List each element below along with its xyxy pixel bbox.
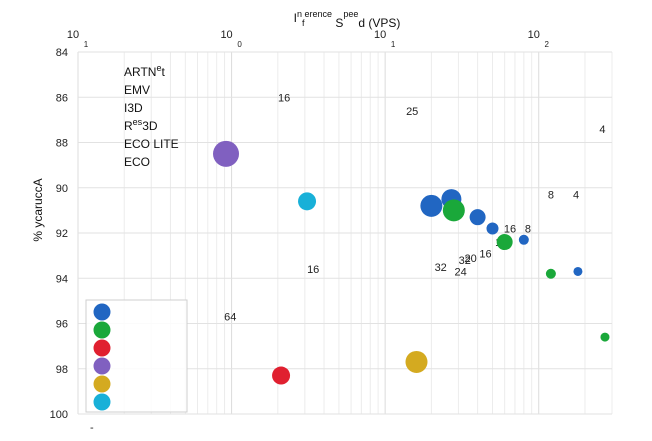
grid [77, 51, 613, 415]
data-point [442, 199, 465, 222]
legend-markers [85, 299, 188, 413]
data-points [213, 140, 610, 385]
data-point [213, 140, 240, 167]
legend-marker [93, 339, 111, 357]
data-point [545, 268, 556, 279]
data-point [272, 366, 291, 385]
legend-label: ECO [124, 155, 150, 169]
data-point [573, 266, 583, 276]
point-label: 25 [406, 106, 418, 118]
point-label: 20 [464, 253, 476, 265]
y-tick-label: 88 [56, 138, 68, 150]
legend-label: EMV [124, 83, 150, 97]
x-tick-exponent: 1 [391, 40, 396, 49]
point-label: 16 [278, 92, 290, 104]
legend-marker [93, 393, 111, 411]
point-label: 32 [435, 262, 447, 274]
point-label: 32 [459, 255, 471, 267]
y-tick-label: 94 [56, 273, 68, 285]
data-point [420, 194, 443, 217]
y-tick-label: 96 [56, 319, 68, 331]
x-tick-label: 10 [374, 29, 386, 41]
x-axis-ticks: 10 1 10 0 10 1 10 2 [67, 29, 550, 49]
legend-label: Res3D [124, 117, 158, 133]
y-tick-label: 86 [56, 92, 68, 104]
legend-label: ARTNet [124, 63, 165, 79]
x-tick-label: 10 [528, 29, 540, 41]
point-label: 8 [525, 223, 531, 235]
legend-marker [93, 303, 111, 321]
x-tick-exponent: 2 [544, 40, 549, 49]
y-tick-label: 100 [50, 409, 68, 421]
point-annotations: 16254841681216322032241664 [224, 92, 605, 323]
data-point [405, 350, 428, 373]
x-tick-label: 10 [220, 29, 232, 41]
x-tick-exponent: 0 [237, 40, 242, 49]
point-label: 16 [479, 248, 491, 260]
x-tick-exponent: 1 [84, 40, 89, 49]
legend-marker [93, 321, 111, 339]
x-axis-label: Inference Speed (VPS) [294, 9, 401, 30]
point-label: 8 [548, 190, 554, 202]
y-axis-ticks: 84 86 88 90 92 94 96 98 100 [50, 47, 68, 421]
legend-labels: ARTNet EMV I3D Res3D ECO LITE ECO [124, 63, 179, 169]
y-axis-label: % ycaruccA [31, 178, 45, 241]
legend-label: I3D [124, 101, 143, 115]
footer-mark: - [90, 422, 94, 434]
point-label: 24 [454, 266, 466, 278]
legend-marker [93, 357, 111, 375]
point-label: 16 [307, 264, 319, 276]
data-point [600, 332, 610, 342]
x-tick-label: 10 [67, 29, 79, 41]
legend-marker [93, 375, 111, 393]
point-label: 4 [599, 124, 605, 136]
y-tick-label: 90 [56, 183, 68, 195]
point-label: 16 [504, 223, 516, 235]
data-point [496, 234, 513, 251]
y-tick-label: 98 [56, 364, 68, 376]
data-point [486, 222, 499, 235]
point-label: 4 [573, 190, 579, 202]
data-point [518, 234, 529, 245]
data-point [469, 209, 486, 226]
y-tick-label: 92 [56, 228, 68, 240]
y-tick-label: 84 [56, 47, 68, 59]
legend-label: ECO LITE [124, 137, 179, 151]
point-label: 64 [224, 312, 236, 324]
data-point [298, 192, 317, 211]
